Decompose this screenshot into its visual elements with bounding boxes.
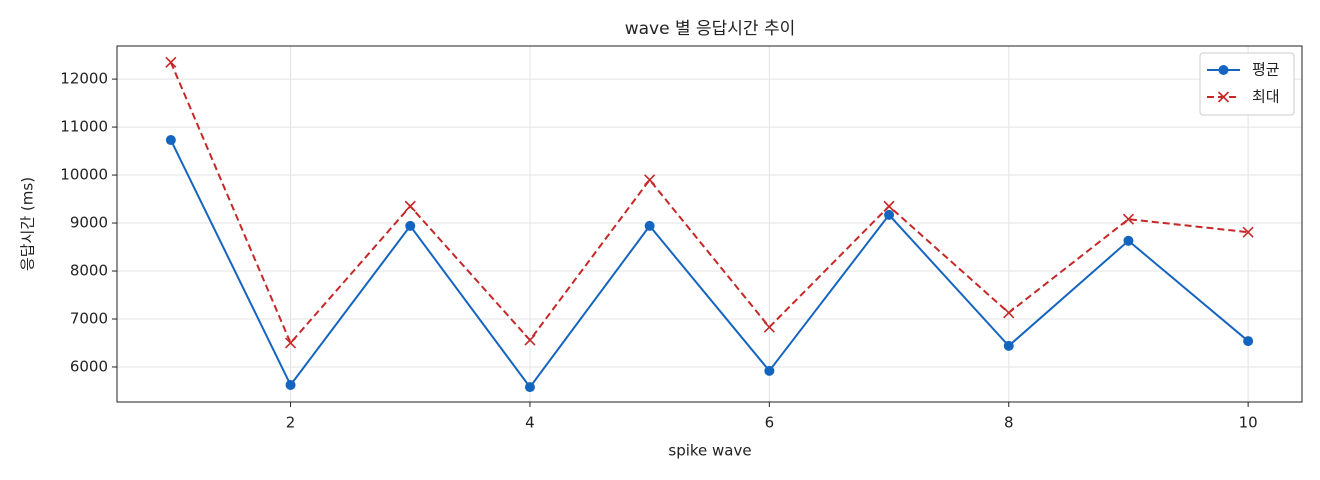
y-tick-label: 6000: [70, 357, 108, 375]
point-marker: [1243, 336, 1254, 347]
point-marker: [524, 382, 535, 393]
series-line: [169, 61, 1249, 345]
x-tick-label: 10: [1239, 414, 1258, 432]
point-marker: [763, 321, 775, 333]
point-marker: [1123, 235, 1134, 246]
y-tick-label: 8000: [70, 262, 108, 280]
x-tick-label: 2: [286, 414, 296, 432]
y-tick-label: 11000: [60, 118, 108, 136]
plot-frame: [116, 45, 1303, 403]
point-marker: [405, 220, 416, 231]
point-marker: [883, 200, 895, 212]
y-tick-label: 9000: [70, 214, 108, 232]
series-line: [169, 139, 1249, 389]
point-marker: [644, 220, 655, 231]
point-marker: [165, 135, 176, 146]
x-tick-label: 8: [1004, 414, 1014, 432]
y-tick-label: 7000: [70, 309, 108, 327]
y-tick-label: 10000: [60, 166, 108, 184]
point-marker: [285, 379, 296, 390]
point-marker: [644, 174, 656, 186]
point-marker: [884, 209, 895, 220]
legend-label: 최대: [1252, 88, 1280, 106]
point-marker: [1242, 226, 1254, 238]
legend-box: [1199, 52, 1295, 116]
point-marker: [524, 334, 536, 346]
x-tick-label: 6: [765, 414, 775, 432]
x-axis-label: spike wave: [668, 442, 751, 460]
legend-label: 평균: [1252, 61, 1280, 79]
x-tick-label: 4: [525, 414, 535, 432]
point-marker: [404, 200, 416, 212]
point-marker: [1003, 340, 1014, 351]
point-marker: [1003, 307, 1015, 319]
point-marker: [1122, 213, 1135, 225]
point-marker: [165, 56, 177, 68]
legend-marker: [1218, 65, 1229, 75]
y-axis-label: 응답시간 (ms): [19, 177, 37, 271]
y-tick-label: 12000: [60, 70, 108, 88]
chart-title: wave 별 응답시간 추이: [625, 19, 796, 39]
legend-marker: [1217, 91, 1230, 103]
point-marker: [284, 337, 297, 349]
point-marker: [764, 365, 775, 376]
